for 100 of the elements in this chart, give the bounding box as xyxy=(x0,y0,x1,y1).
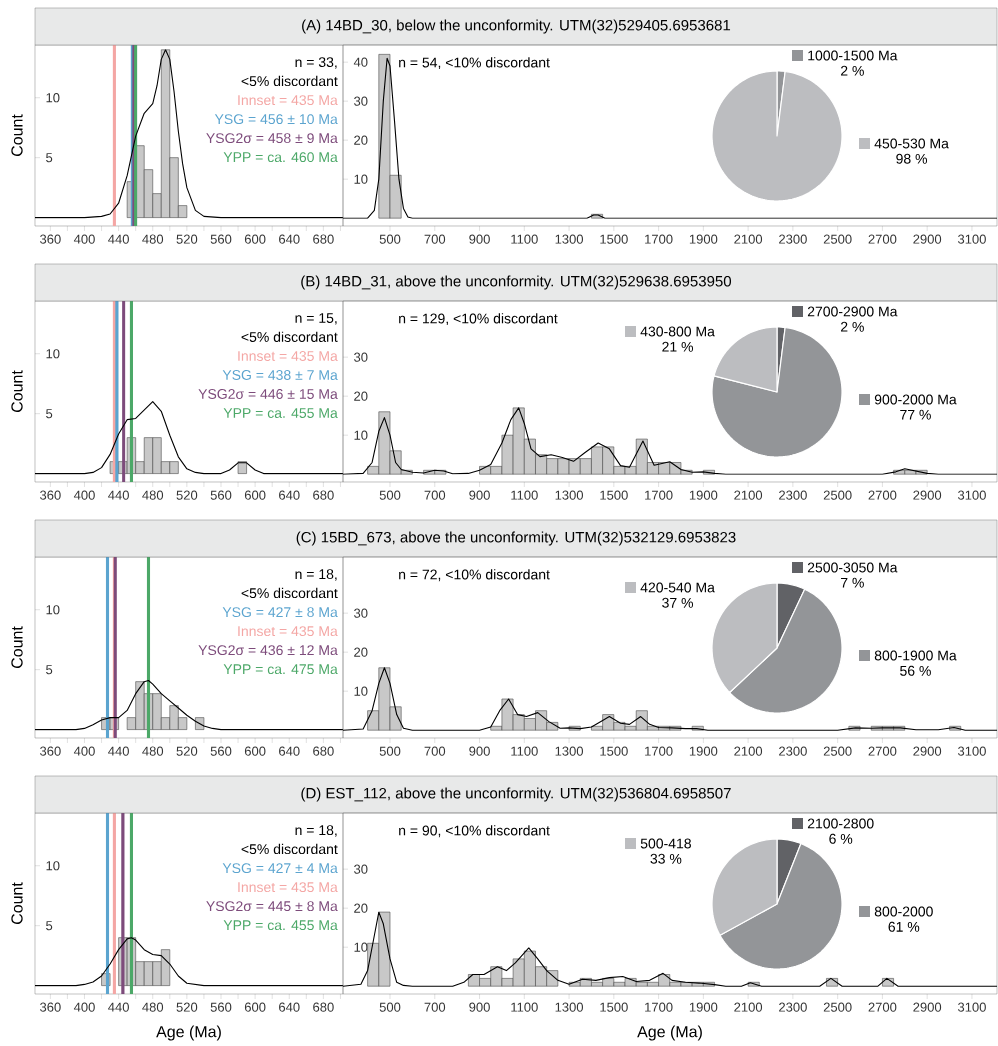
y-tick-label: 20 xyxy=(354,647,368,657)
y-axis-title: Count xyxy=(11,370,23,413)
x-tick-label: 2100 xyxy=(734,234,763,244)
x-tick-label: 2300 xyxy=(779,1002,807,1012)
legend-label: 900-2000 Ma xyxy=(874,394,957,405)
data-label: 56 % xyxy=(900,665,931,676)
chart-title: (D) EST_112, above the unconformity. UTM(32)536804.6958507 xyxy=(301,787,731,802)
x-tick-label: 2900 xyxy=(913,490,942,500)
chart-title: (C) 15BD_673, above the unconformity. UTM(32)532129.6953823 xyxy=(296,531,736,546)
x-tick-label: 500 xyxy=(379,1002,401,1012)
ref-line-label: Innset = 435 Ma xyxy=(238,882,338,893)
ref-line-label: YSG = 438 ± 7 Ma xyxy=(222,370,338,380)
x-tick-label: 480 xyxy=(142,746,164,756)
x-tick-label: 1900 xyxy=(689,490,718,500)
x-tick-label: 1900 xyxy=(689,234,718,244)
legend-label: 2100-2800 xyxy=(807,818,874,829)
x-tick-label: 600 xyxy=(244,746,266,756)
ref-line-label: YPP = ca. 460 Ma xyxy=(223,152,338,163)
x-tick-label: 700 xyxy=(424,746,446,756)
data-label: 33 % xyxy=(650,853,682,864)
x-tick-label: 1300 xyxy=(555,490,584,500)
y-tick-label: 5 xyxy=(46,665,53,675)
legend-label: 420-540 Ma xyxy=(640,582,715,593)
x-tick-label: 2900 xyxy=(913,234,942,244)
annotation: <5% discordant xyxy=(241,75,338,87)
y-tick-label: 40 xyxy=(353,57,368,67)
data-label: 61 % xyxy=(888,921,920,932)
ref-line-label: YPP = ca. 455 Ma xyxy=(223,408,338,418)
annotation: n = 129, <10% discordant xyxy=(399,313,558,326)
y-tick-label: 20 xyxy=(354,903,368,913)
y-tick-label: 5 xyxy=(46,153,53,163)
x-tick-label: 480 xyxy=(142,234,164,244)
x-tick-label: 1300 xyxy=(555,1002,584,1012)
x-tick-label: 1300 xyxy=(555,746,584,756)
ref-line-label: YSG2σ = 458 ± 9 Ma xyxy=(206,133,338,144)
x-tick-label: 640 xyxy=(279,490,300,500)
ref-line-label: YPP = ca. 475 Ma xyxy=(223,664,338,675)
x-axis-title: Age (Ma) xyxy=(637,1025,702,1041)
y-tick-label: 10 xyxy=(354,174,368,184)
x-tick-label: 1100 xyxy=(511,490,538,500)
y-tick-label: 10 xyxy=(46,605,60,615)
x-tick-label: 440 xyxy=(108,1002,129,1012)
x-tick-label: 440 xyxy=(108,490,129,500)
x-tick-label: 480 xyxy=(142,490,164,500)
x-tick-label: 360 xyxy=(40,746,61,756)
x-tick-label: 2300 xyxy=(779,746,807,756)
x-axis-title: Age (Ma) xyxy=(156,1025,221,1041)
x-tick-label: 1500 xyxy=(600,746,628,756)
x-tick-label: 600 xyxy=(244,490,266,500)
data-label: 2 % xyxy=(841,65,864,76)
y-tick-label: 30 xyxy=(354,864,368,874)
x-tick-label: 500 xyxy=(379,234,401,244)
x-tick-label: 520 xyxy=(176,1002,198,1012)
x-tick-label: 3100 xyxy=(957,490,986,500)
ref-line-label: Innset = 435 Ma xyxy=(238,95,338,106)
y-axis-title: Count xyxy=(11,626,23,669)
x-tick-label: 440 xyxy=(108,234,129,244)
x-tick-label: 700 xyxy=(424,234,446,244)
data-label: 21 % xyxy=(662,341,694,352)
legend-label: 2500-3050 Ma xyxy=(807,562,898,573)
y-tick-label: 10 xyxy=(46,349,60,359)
x-tick-label: 520 xyxy=(176,490,198,500)
legend-label: 450-530 Ma xyxy=(874,138,949,149)
y-tick-label: 10 xyxy=(46,861,60,871)
data-label: 7 % xyxy=(841,577,864,588)
y-tick-label: 10 xyxy=(354,430,368,440)
y-tick-label: 5 xyxy=(46,409,53,419)
x-tick-label: 1500 xyxy=(600,1002,628,1012)
data-label: 2 % xyxy=(841,321,864,332)
x-tick-label: 1700 xyxy=(645,234,673,244)
x-tick-label: 520 xyxy=(176,234,198,244)
x-tick-label: 2700 xyxy=(868,746,897,756)
x-tick-label: 400 xyxy=(73,1002,95,1012)
annotation: <5% discordant xyxy=(241,331,338,342)
y-tick-label: 30 xyxy=(354,352,368,362)
ref-line-label: YPP = ca. 455 Ma xyxy=(223,920,338,931)
x-tick-label: 400 xyxy=(73,490,95,500)
y-tick-label: 10 xyxy=(354,942,368,952)
y-axis-title: Count xyxy=(11,882,23,925)
legend-label: 2700-2900 Ma xyxy=(807,306,898,317)
x-tick-label: 2700 xyxy=(868,234,897,244)
x-tick-label: 640 xyxy=(279,234,300,244)
x-tick-label: 640 xyxy=(279,1002,300,1012)
y-tick-label: 20 xyxy=(354,135,368,145)
x-tick-label: 3100 xyxy=(957,746,986,756)
x-tick-label: 1100 xyxy=(511,1002,538,1012)
x-tick-label: 2500 xyxy=(823,490,852,500)
y-tick-label: 10 xyxy=(354,686,368,696)
x-tick-label: 1500 xyxy=(600,490,628,500)
y-tick-label: 5 xyxy=(46,921,53,931)
y-axis-title: Count xyxy=(11,114,23,157)
x-tick-label: 680 xyxy=(313,746,334,756)
data-label: 37 % xyxy=(662,597,694,608)
x-tick-label: 2300 xyxy=(779,490,807,500)
x-tick-label: 680 xyxy=(313,490,334,500)
annotation: n = 33, xyxy=(295,57,337,69)
data-label: 98 % xyxy=(896,153,928,164)
y-tick-label: 20 xyxy=(354,391,368,401)
x-tick-label: 2100 xyxy=(734,1002,763,1012)
annotation: n = 90, <10% discordant xyxy=(399,825,550,838)
